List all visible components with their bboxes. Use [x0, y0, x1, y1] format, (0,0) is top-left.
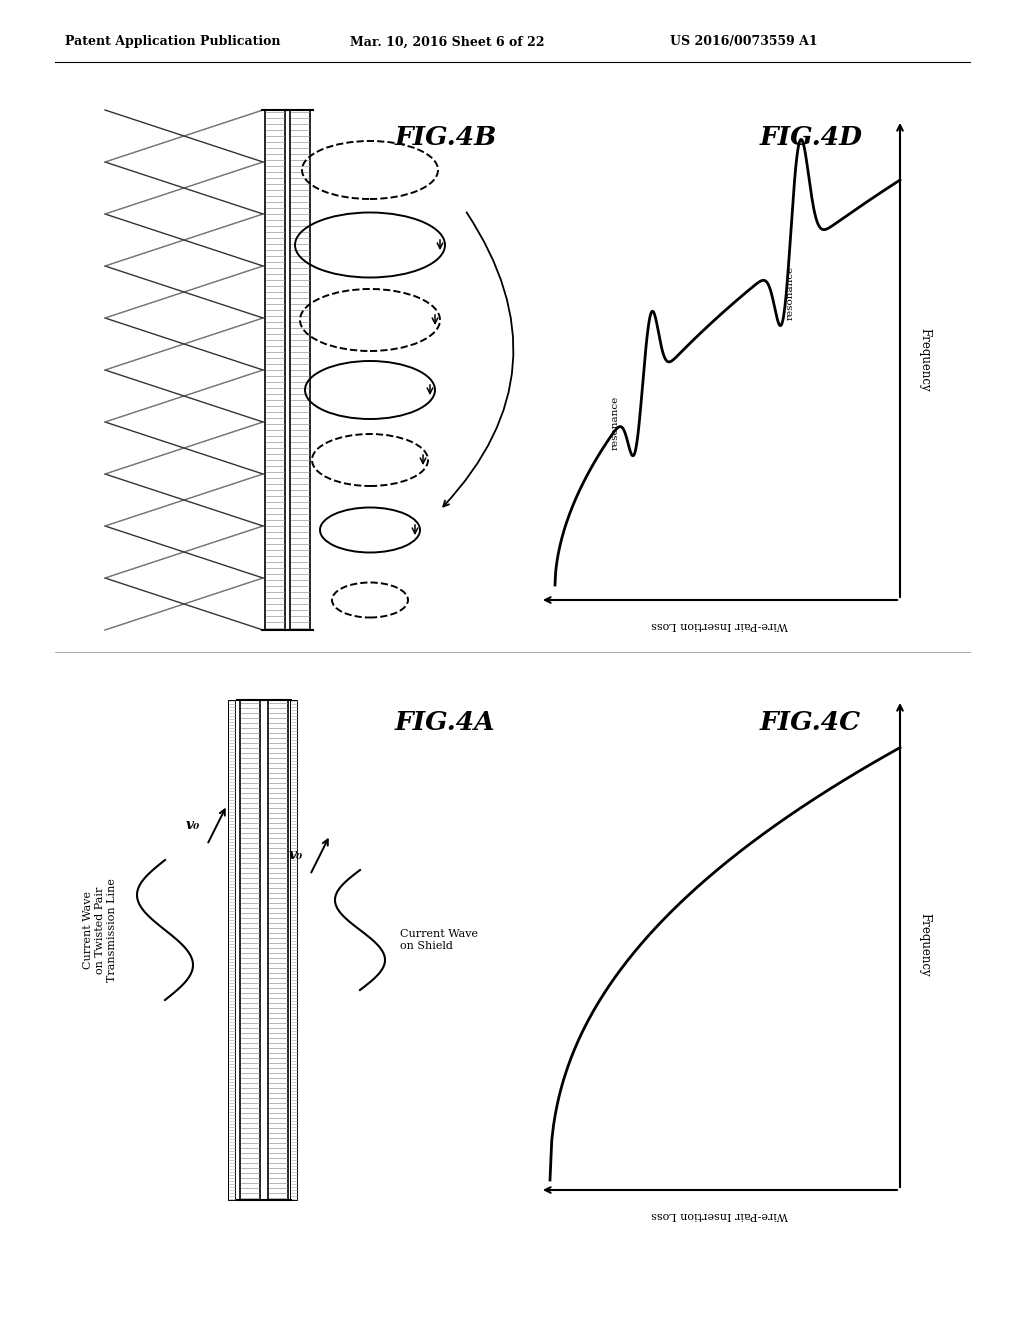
Text: Wire-Pair Insertion Loss: Wire-Pair Insertion Loss — [651, 620, 788, 630]
Text: FIG.4D: FIG.4D — [760, 125, 863, 150]
Text: FIG.4B: FIG.4B — [395, 125, 498, 150]
Text: v₀: v₀ — [289, 847, 303, 862]
Text: US 2016/0073559 A1: US 2016/0073559 A1 — [670, 36, 817, 49]
Text: Patent Application Publication: Patent Application Publication — [65, 36, 281, 49]
Bar — [290, 110, 310, 630]
Bar — [268, 700, 288, 1200]
Bar — [228, 700, 234, 1200]
Text: FIG.4A: FIG.4A — [395, 710, 496, 735]
Text: v₀: v₀ — [185, 818, 200, 832]
Text: Current Wave
on Shield: Current Wave on Shield — [400, 929, 478, 950]
Text: Wire-Pair Insertion Loss: Wire-Pair Insertion Loss — [651, 1210, 788, 1220]
Text: Current Wave
on Twisted Pair
Transmission Line: Current Wave on Twisted Pair Transmissio… — [83, 878, 117, 982]
Text: FIG.4C: FIG.4C — [760, 710, 861, 735]
Text: Frequency: Frequency — [918, 329, 931, 392]
Bar — [290, 700, 297, 1200]
Text: Frequency: Frequency — [918, 913, 931, 977]
Text: resonance: resonance — [785, 265, 795, 319]
Text: Mar. 10, 2016 Sheet 6 of 22: Mar. 10, 2016 Sheet 6 of 22 — [350, 36, 545, 49]
Bar — [265, 110, 285, 630]
Bar — [240, 700, 260, 1200]
Text: resonance: resonance — [610, 396, 620, 450]
